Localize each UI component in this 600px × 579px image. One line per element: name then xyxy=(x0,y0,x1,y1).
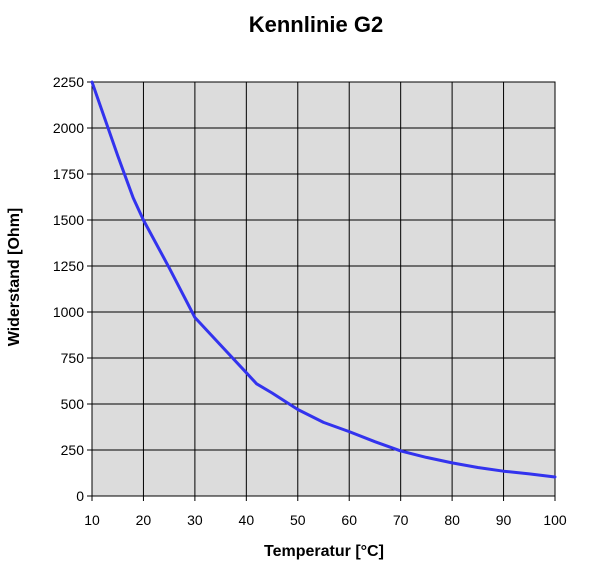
x-axis-label: Temperatur [°C] xyxy=(264,543,384,560)
plot-area xyxy=(91,81,556,497)
x-axis-ticks: 10 20 30 40 50 60 70 80 90 100 xyxy=(84,512,567,528)
y-tick-label: 2000 xyxy=(53,120,84,136)
series-layer xyxy=(90,80,557,479)
y-axis-ticks: 0 250 500 750 1000 1250 1500 1750 2000 2250 xyxy=(53,74,84,504)
y-axis-label: Widerstand [Ohm] xyxy=(6,208,23,347)
y-tick-label: 1250 xyxy=(53,258,84,274)
y-tick-label: 750 xyxy=(61,350,85,366)
x-tick-label: 20 xyxy=(136,512,152,528)
y-tick-label: 1750 xyxy=(53,166,84,182)
series-line xyxy=(90,80,557,479)
x-tick-label: 70 xyxy=(393,512,409,528)
y-tick-label: 1500 xyxy=(53,212,84,228)
grid xyxy=(87,81,556,501)
x-tick-label: 40 xyxy=(239,512,255,528)
x-tick-label: 90 xyxy=(496,512,512,528)
x-tick-label: 30 xyxy=(187,512,203,528)
x-tick-label: 100 xyxy=(543,512,567,528)
y-tick-label: 1000 xyxy=(53,304,84,320)
y-tick-label: 250 xyxy=(61,442,85,458)
y-tick-label: 500 xyxy=(61,396,85,412)
x-tick-label: 10 xyxy=(84,512,100,528)
x-tick-label: 80 xyxy=(444,512,460,528)
y-tick-label: 2250 xyxy=(53,74,84,90)
x-tick-label: 50 xyxy=(290,512,306,528)
y-tick-label: 0 xyxy=(76,488,84,504)
x-tick-label: 60 xyxy=(341,512,357,528)
chart-title: Kennlinie G2 xyxy=(249,12,383,37)
